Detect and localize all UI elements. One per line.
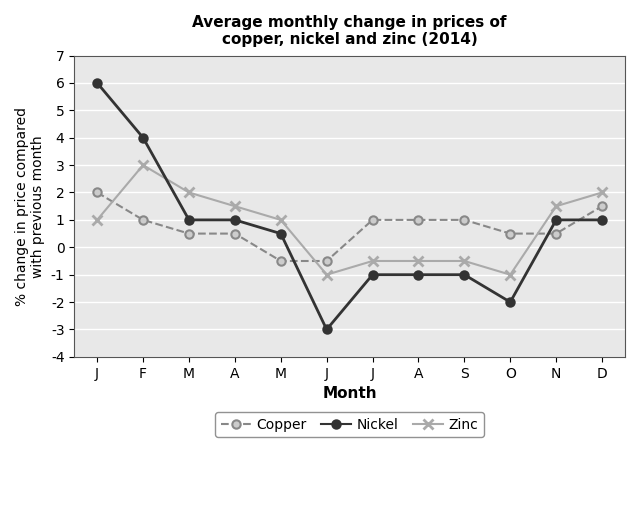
Copper [140, 217, 147, 223]
Zinc [93, 217, 101, 223]
Zinc [415, 258, 422, 264]
Title: Average monthly change in prices of
copper, nickel and zinc (2014): Average monthly change in prices of copp… [193, 15, 507, 47]
Nickel [231, 217, 239, 223]
Copper [93, 189, 101, 196]
Copper [231, 230, 239, 237]
Copper [598, 203, 606, 210]
Zinc [140, 162, 147, 168]
Zinc [323, 271, 330, 278]
Nickel [185, 217, 193, 223]
Line: Zinc: Zinc [92, 160, 607, 280]
Zinc [369, 258, 376, 264]
Nickel [369, 271, 376, 278]
Nickel [323, 327, 330, 333]
Y-axis label: % change in price compared
with previous month: % change in price compared with previous… [15, 107, 45, 306]
Zinc [552, 203, 560, 210]
Legend: Copper, Nickel, Zinc: Copper, Nickel, Zinc [215, 412, 484, 437]
Copper [369, 217, 376, 223]
Nickel [93, 80, 101, 86]
Copper [185, 230, 193, 237]
Nickel [277, 230, 285, 237]
Line: Copper: Copper [93, 188, 606, 265]
Nickel [506, 299, 514, 305]
Line: Nickel: Nickel [93, 79, 606, 334]
Zinc [506, 271, 514, 278]
Copper [277, 258, 285, 264]
Nickel [552, 217, 560, 223]
X-axis label: Month: Month [323, 386, 377, 401]
Copper [461, 217, 468, 223]
Zinc [277, 217, 285, 223]
Zinc [461, 258, 468, 264]
Nickel [598, 217, 606, 223]
Nickel [461, 271, 468, 278]
Zinc [185, 189, 193, 196]
Nickel [415, 271, 422, 278]
Copper [506, 230, 514, 237]
Zinc [231, 203, 239, 210]
Zinc [598, 189, 606, 196]
Copper [323, 258, 330, 264]
Copper [415, 217, 422, 223]
Nickel [140, 135, 147, 141]
Copper [552, 230, 560, 237]
